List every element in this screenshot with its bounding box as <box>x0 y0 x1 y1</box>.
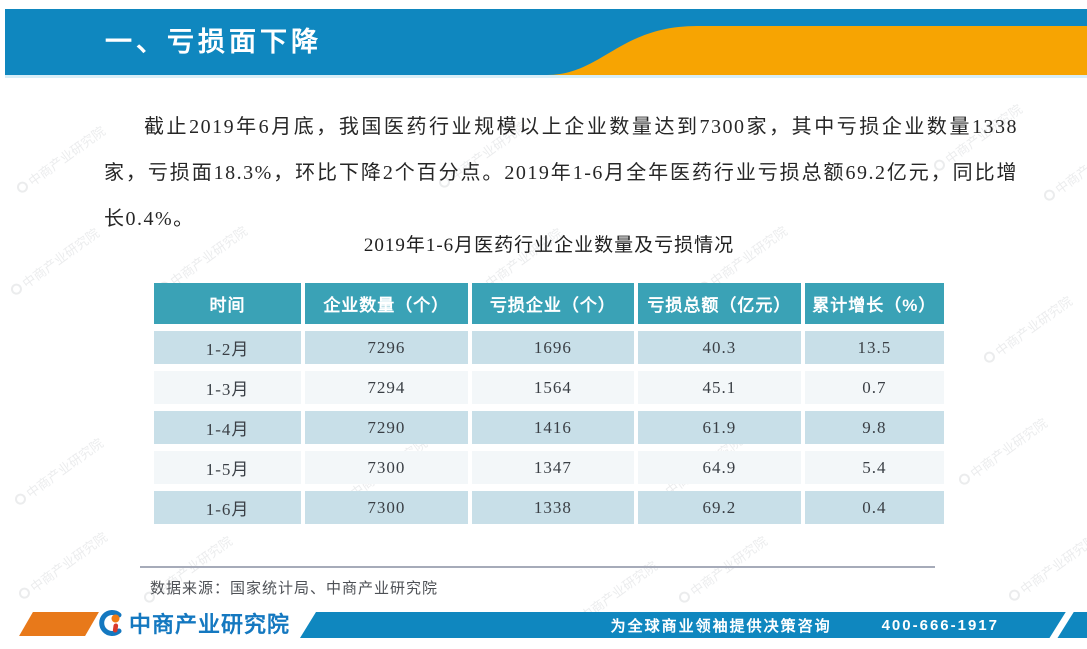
col-header-total-loss: 亏损总额（亿元） <box>638 283 801 324</box>
watermark-logo-icon <box>14 179 31 195</box>
footer-phone: 400-666-1917 <box>881 616 999 634</box>
cell-cumulative-growth: 0.4 <box>804 491 944 524</box>
watermark-text: 中商产业研究院 <box>27 529 110 596</box>
cell-total-loss: 40.3 <box>638 331 801 364</box>
footer-blue-bar: 为全球商业领袖提供决策咨询 400-666-1917 <box>300 612 1087 638</box>
company-logo-icon <box>99 610 122 636</box>
watermark-text: 中商产业研究院 <box>1052 131 1087 198</box>
watermark: 中商产业研究院 <box>10 433 106 510</box>
footer-logo-text: 中商产业研究院 <box>129 612 291 637</box>
table-row: 1-2月 7296 1696 40.3 13.5 <box>154 331 944 364</box>
cell-cumulative-growth: 5.4 <box>804 451 944 484</box>
table-row: 1-4月 7290 1416 61.9 9.8 <box>154 411 944 444</box>
watermark-text: 中商产业研究院 <box>967 415 1050 482</box>
footer-orange-parallelogram <box>19 612 99 636</box>
cell-total-loss: 64.9 <box>638 451 801 484</box>
watermark-logo-icon <box>676 589 693 605</box>
header-bar: 一、亏损面下降 <box>5 9 1087 78</box>
watermark-logo-icon <box>1041 187 1058 203</box>
cell-cumulative-growth: 13.5 <box>804 331 944 364</box>
cell-enterprise-count: 7300 <box>305 451 468 484</box>
cell-enterprise-count: 7294 <box>305 371 468 404</box>
cell-total-loss: 69.2 <box>638 491 801 524</box>
cell-loss-enterprises: 1696 <box>471 331 635 364</box>
data-table: 时间 企业数量（个） 亏损企业（个） 亏损总额（亿元） 累计增长（%） 1-2月… <box>150 276 948 531</box>
cell-period: 1-3月 <box>154 371 302 404</box>
watermark-text: 中商产业研究院 <box>992 293 1075 360</box>
cell-enterprise-count: 7300 <box>305 491 468 524</box>
table-row: 1-3月 7294 1564 45.1 0.7 <box>154 371 944 404</box>
cell-period: 1-2月 <box>154 331 302 364</box>
cell-loss-enterprises: 1338 <box>471 491 635 524</box>
divider-line <box>140 566 935 568</box>
footer-logo: 中商产业研究院 <box>98 607 290 639</box>
col-header-enterprise-count: 企业数量（个） <box>305 283 468 324</box>
cell-loss-enterprises: 1347 <box>471 451 635 484</box>
watermark-logo-icon <box>981 349 998 365</box>
watermark: 中商产业研究院 <box>14 527 110 604</box>
cell-loss-enterprises: 1564 <box>471 371 635 404</box>
watermark: 中商产业研究院 <box>1004 529 1087 606</box>
table-row: 1-6月 7300 1338 69.2 0.4 <box>154 491 944 524</box>
orange-swoosh-shape <box>547 26 1087 75</box>
watermark-logo-icon <box>12 491 29 507</box>
cell-enterprise-count: 7290 <box>305 411 468 444</box>
watermark-logo-icon <box>8 281 25 297</box>
table-title: 2019年1-6月医药行业企业数量及亏损情况 <box>363 235 735 256</box>
watermark: 中商产业研究院 <box>674 531 770 608</box>
col-header-loss-enterprises: 亏损企业（个） <box>471 283 635 324</box>
footer-slash-decoration <box>1047 612 1075 638</box>
cell-cumulative-growth: 0.7 <box>804 371 944 404</box>
cell-enterprise-count: 7296 <box>305 331 468 364</box>
cell-period: 1-4月 <box>154 411 302 444</box>
watermark-logo-icon <box>1006 587 1023 603</box>
watermark-text: 中商产业研究院 <box>1017 531 1087 598</box>
watermark: 中商产业研究院 <box>12 121 108 198</box>
page-title: 一、亏损面下降 <box>105 27 322 57</box>
cell-loss-enterprises: 1416 <box>471 411 635 444</box>
watermark: 中商产业研究院 <box>954 413 1050 490</box>
watermark: 中商产业研究院 <box>6 223 102 300</box>
watermark-text: 中商产业研究院 <box>25 123 108 190</box>
watermark-logo-icon <box>956 471 973 487</box>
cell-total-loss: 45.1 <box>638 371 801 404</box>
data-source-note: 数据来源：国家统计局、中商产业研究院 <box>150 581 439 597</box>
watermark-text: 中商产业研究院 <box>23 435 106 502</box>
cell-cumulative-growth: 9.8 <box>804 411 944 444</box>
cell-period: 1-6月 <box>154 491 302 524</box>
table-header-row: 时间 企业数量（个） 亏损企业（个） 亏损总额（亿元） 累计增长（%） <box>154 283 944 324</box>
watermark: 中商产业研究院 <box>979 291 1075 368</box>
watermark-logo-icon <box>16 585 33 601</box>
cell-period: 1-5月 <box>154 451 302 484</box>
body-paragraph: 截止2019年6月底，我国医药行业规模以上企业数量达到7300家，其中亏损企业数… <box>104 116 1018 230</box>
col-header-cumulative-growth: 累计增长（%） <box>804 283 944 324</box>
watermark: 中商产业研究院 <box>1039 129 1087 206</box>
col-header-time: 时间 <box>154 283 302 324</box>
watermark-text: 中商产业研究院 <box>19 225 102 292</box>
cell-total-loss: 61.9 <box>638 411 801 444</box>
footer-slogan: 为全球商业领袖提供决策咨询 <box>610 617 832 635</box>
table-row: 1-5月 7300 1347 64.9 5.4 <box>154 451 944 484</box>
